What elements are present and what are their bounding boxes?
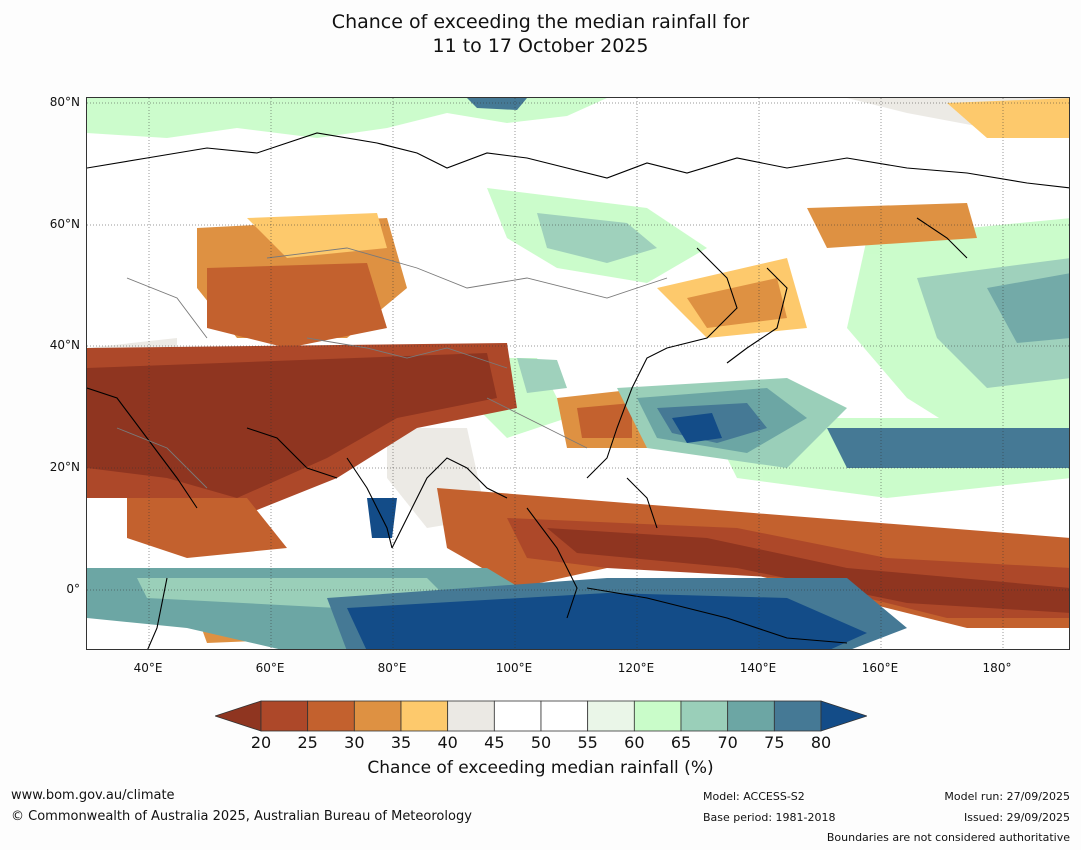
lon-label: 40°E: [133, 661, 163, 675]
colorbar-segment: [493, 700, 542, 732]
colorbar-tick-label: 65: [670, 733, 692, 752]
lon-label: 80°E: [377, 661, 407, 675]
dry-regions: [87, 98, 1069, 643]
title-line-1: Chance of exceeding the median rainfall …: [331, 11, 750, 33]
colorbar-tick-label: 60: [624, 733, 645, 752]
lon-label: 60°E: [255, 661, 285, 675]
colorbar-segment: [540, 700, 589, 732]
country-borders: [116, 247, 668, 489]
lat-label: 40°N: [49, 338, 80, 352]
colorbar-tick-label: 35: [390, 733, 412, 752]
footer-copyright: © Commonwealth of Australia 2025, Austra…: [11, 809, 472, 824]
colorbar-tick-label: 50: [530, 733, 552, 752]
colorbar-segment: [260, 700, 309, 732]
footer-base-period: Base period: 1981-2018: [703, 811, 836, 824]
colorbar-tick-label: 45: [484, 733, 505, 752]
lon-label: 160°E: [861, 661, 899, 675]
colorbar: [213, 700, 869, 735]
colorbar-segment: [727, 700, 775, 732]
footer-disclaimer: Boundaries are not considered authoritat…: [826, 831, 1070, 844]
wet-regions: [87, 98, 1069, 649]
colorbar-label: Chance of exceeding median rainfall (%): [367, 758, 714, 778]
footer-issued: Issued: 29/09/2025: [963, 811, 1070, 824]
colorbar-arrow-high: [820, 700, 869, 732]
gridlines: [87, 98, 1069, 649]
chart-title: Chance of exceeding the median rainfall …: [0, 10, 1081, 58]
colorbar-segment: [307, 700, 355, 732]
colorbar-tick-label: 25: [297, 733, 318, 752]
colorbar-segment: [587, 700, 635, 732]
colorbar-segment: [773, 700, 822, 732]
lat-label: 0°: [66, 582, 80, 596]
footer-model: Model: ACCESS-S2: [703, 790, 805, 803]
colorbar-segment: [680, 700, 729, 732]
lat-label: 20°N: [49, 460, 80, 474]
coastlines: [87, 132, 1069, 649]
colorbar-tick-label: 75: [764, 733, 785, 752]
colorbar-segment: [400, 700, 449, 732]
colorbar-tick-label: 20: [250, 733, 272, 752]
colorbar-tick-label: 80: [810, 733, 832, 752]
colorbar-graphic: [213, 700, 869, 732]
lat-label: 80°N: [49, 95, 80, 109]
map-canvas: [87, 98, 1069, 649]
colorbar-tick-label: 70: [717, 733, 738, 752]
colorbar-segment: [633, 700, 682, 732]
footer-url[interactable]: www.bom.gov.au/climate: [11, 788, 175, 803]
lon-label: 140°E: [739, 661, 777, 675]
colorbar-tick-label: 55: [577, 733, 598, 752]
lon-label: 180°: [982, 661, 1012, 675]
colorbar-tick-label: 40: [437, 733, 458, 752]
rainfall-map: [86, 97, 1070, 650]
lat-label: 60°N: [49, 217, 80, 231]
colorbar-segment: [353, 700, 402, 732]
colorbar-segment: [447, 700, 495, 732]
footer-model-run: Model run: 27/09/2025: [944, 790, 1070, 803]
title-line-2: 11 to 17 October 2025: [432, 35, 649, 57]
lon-label: 100°E: [495, 661, 533, 675]
colorbar-arrow-low: [213, 700, 262, 732]
lon-label: 120°E: [617, 661, 655, 675]
colorbar-tick-label: 30: [344, 733, 365, 752]
